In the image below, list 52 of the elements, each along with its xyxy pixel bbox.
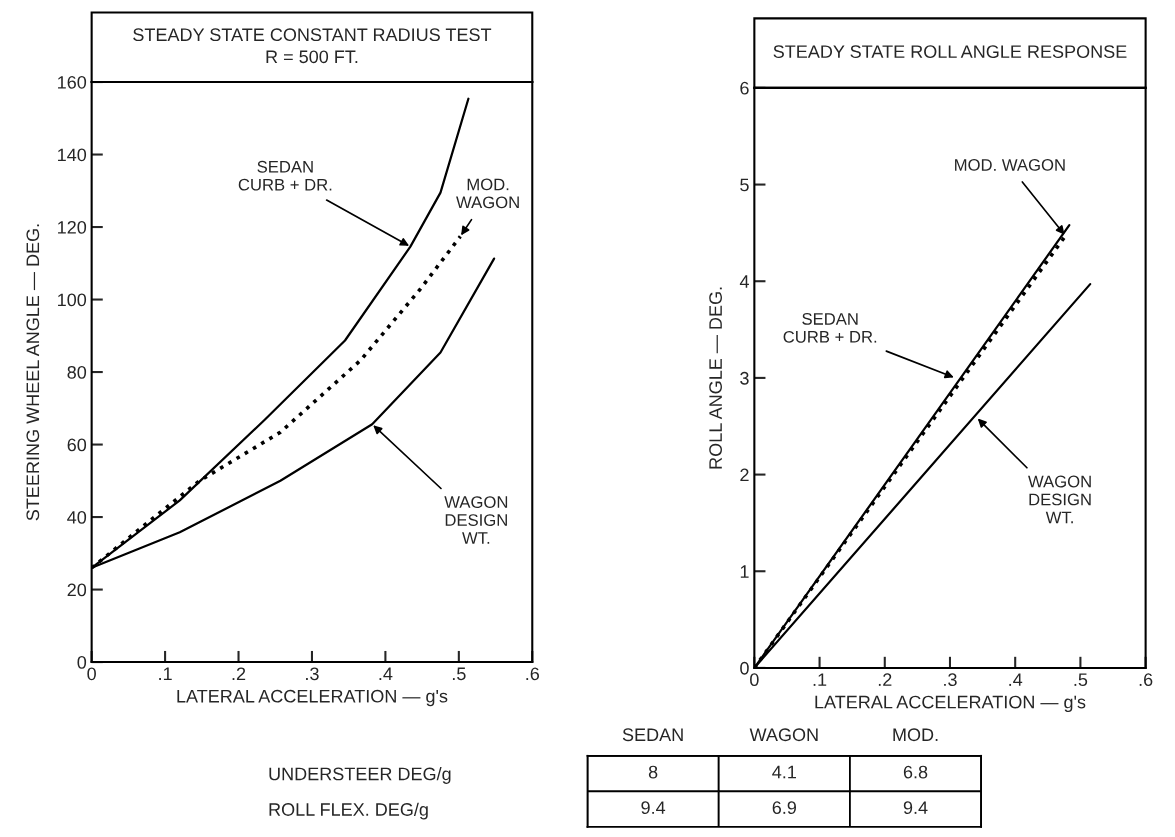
x-tick-label: 0 <box>750 673 759 687</box>
x-tick-label: SEDAN <box>622 728 683 742</box>
data-label: 6.8 <box>903 765 928 779</box>
y-tick-label: 20 <box>67 583 87 597</box>
annotation: WAGON DESIGN WT. <box>444 496 508 544</box>
chart-title: STEADY STATE CONSTANT RADIUS TEST R = 500 FT. <box>133 28 492 64</box>
x-tick-label: .5 <box>1074 673 1088 687</box>
x-tick-label: .3 <box>944 673 957 687</box>
y-axis-title: STEERING WHEEL ANGLE — DEG. <box>26 224 40 521</box>
annotation: WAGON DESIGN WT. <box>1028 475 1091 524</box>
y-tick-label: 2 <box>740 468 749 482</box>
y-tick-label: 60 <box>67 438 87 452</box>
y-tick-label: UNDERSTEER DEG/g <box>269 767 451 784</box>
chart-title: STEADY STATE ROLL ANGLE RESPONSE <box>773 45 1127 58</box>
x-tick-label: .5 <box>452 667 466 681</box>
x-tick-label: .6 <box>1139 673 1153 687</box>
data-label: 4.1 <box>772 765 796 779</box>
x-tick-label: .2 <box>878 673 892 686</box>
y-tick-label: 3 <box>740 371 749 385</box>
x-tick-label: .1 <box>159 667 172 681</box>
x-tick-label: WAGON <box>749 728 818 742</box>
y-tick-label: 160 <box>58 75 87 89</box>
x-tick-label: MOD. <box>893 728 938 742</box>
annotation: MOD. WAGON <box>955 159 1065 171</box>
y-tick-label: 6 <box>740 81 749 95</box>
x-tick-label: .1 <box>813 673 827 686</box>
x-tick-label: .4 <box>379 667 393 681</box>
y-tick-label: ROLL FLEX. DEG/g <box>269 802 428 820</box>
y-tick-label: 0 <box>77 656 87 669</box>
x-tick-label: .2 <box>232 667 246 681</box>
x-tick-label: .4 <box>1009 673 1023 686</box>
annotation: SEDAN CURB + DR. <box>783 312 877 343</box>
y-tick-label: 120 <box>58 220 87 234</box>
annotation: MOD. WAGON <box>456 178 519 209</box>
y-tick-label: 1 <box>740 565 749 578</box>
y-tick-label: 40 <box>67 510 87 524</box>
x-axis-title: LATERAL ACCELERATION — g's <box>177 689 448 707</box>
data-label: 8 <box>648 765 658 779</box>
y-tick-label: 4 <box>739 275 749 288</box>
data-label: 9.4 <box>641 801 666 815</box>
x-axis-title: LATERAL ACCELERATION — g's <box>815 695 1086 713</box>
annotation: SEDAN CURB + DR. <box>238 160 332 191</box>
y-tick-label: 100 <box>58 293 87 307</box>
y-tick-label: 140 <box>58 148 87 162</box>
y-tick-label: 80 <box>67 365 87 379</box>
x-tick-label: 0 <box>87 667 96 681</box>
y-axis-title: ROLL ANGLE — DEG. <box>709 287 722 469</box>
data-label: 6.9 <box>772 801 797 815</box>
y-tick-label: 5 <box>740 178 749 192</box>
x-tick-label: .3 <box>306 667 319 681</box>
data-label: 9.4 <box>903 801 928 815</box>
x-tick-label: .6 <box>526 667 540 681</box>
